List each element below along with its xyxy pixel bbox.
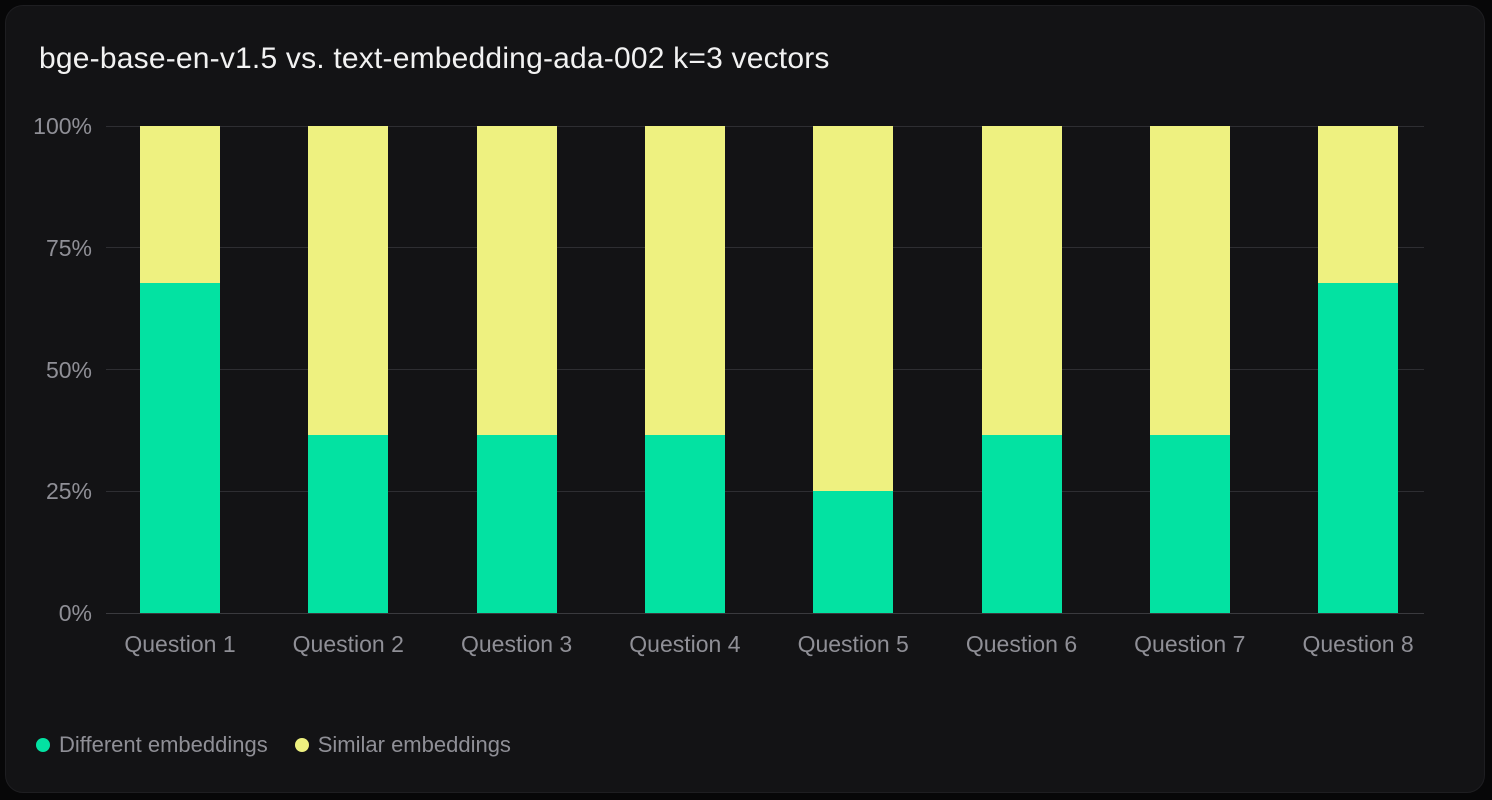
- bar-segment-different[interactable]: [308, 434, 389, 613]
- x-axis-label: Question 8: [1302, 631, 1414, 657]
- bar-segment-similar[interactable]: [476, 126, 557, 435]
- bar-segment-different[interactable]: [140, 283, 220, 613]
- bar-question-4: [644, 126, 725, 613]
- bar-question-2: [308, 126, 389, 613]
- legend: Different embeddings Similar embeddings: [36, 731, 511, 759]
- chart-card: [5, 5, 1485, 793]
- x-axis-label: Question 5: [797, 631, 909, 657]
- bar-question-1: [140, 126, 220, 613]
- bar-segment-similar[interactable]: [981, 126, 1062, 435]
- gridline: [106, 125, 1424, 127]
- gridline: [106, 247, 1424, 249]
- x-axis-label: Question 7: [1134, 631, 1246, 657]
- bar-segment-similar[interactable]: [1149, 126, 1230, 435]
- x-axis-label: Question 1: [124, 631, 236, 657]
- y-axis-tick-label: 50%: [45, 356, 92, 383]
- legend-label: Different embeddings: [59, 732, 268, 757]
- y-axis-tick-label: 0%: [58, 600, 92, 626]
- y-axis-tick-label: 25%: [45, 478, 92, 505]
- chart-title: bge-base-en-v1.5 vs. text-embedding-ada-…: [39, 42, 830, 75]
- bar-segment-different[interactable]: [644, 434, 725, 613]
- x-axis-label: Question 4: [629, 631, 741, 657]
- bar-segment-different[interactable]: [981, 434, 1062, 613]
- gridline: [106, 369, 1424, 370]
- legend-dot-icon: [294, 738, 309, 752]
- legend-item-similar-embeddings[interactable]: Similar embeddings: [294, 731, 511, 759]
- bar-segment-different[interactable]: [813, 491, 894, 613]
- bar-segment-similar[interactable]: [1318, 126, 1399, 284]
- bar-segment-different[interactable]: [1318, 283, 1399, 613]
- bar-segment-similar[interactable]: [308, 126, 389, 435]
- x-axis-line: [106, 612, 1424, 614]
- bar-question-6: [981, 126, 1062, 613]
- y-axis-tick-label: 100%: [33, 113, 92, 139]
- bar-segment-different[interactable]: [1149, 434, 1230, 613]
- y-axis-tick-label: 75%: [45, 234, 92, 261]
- bar-segment-similar[interactable]: [140, 126, 220, 284]
- legend-item-different-embeddings[interactable]: Different embeddings: [36, 731, 268, 759]
- bar-segment-similar[interactable]: [813, 126, 894, 492]
- bar-segment-different[interactable]: [476, 434, 557, 613]
- gridline: [106, 490, 1424, 492]
- legend-label: Similar embeddings: [317, 732, 511, 757]
- bar-question-5: [813, 126, 894, 613]
- bar-question-8: [1318, 126, 1399, 613]
- bar-question-7: [1149, 126, 1230, 613]
- bar-question-3: [476, 126, 557, 613]
- x-axis-label: Question 3: [460, 631, 573, 657]
- x-axis-label: Question 6: [965, 631, 1078, 657]
- x-axis-label: Question 2: [292, 631, 404, 657]
- bar-segment-similar[interactable]: [644, 126, 725, 435]
- legend-dot-icon: [36, 738, 50, 752]
